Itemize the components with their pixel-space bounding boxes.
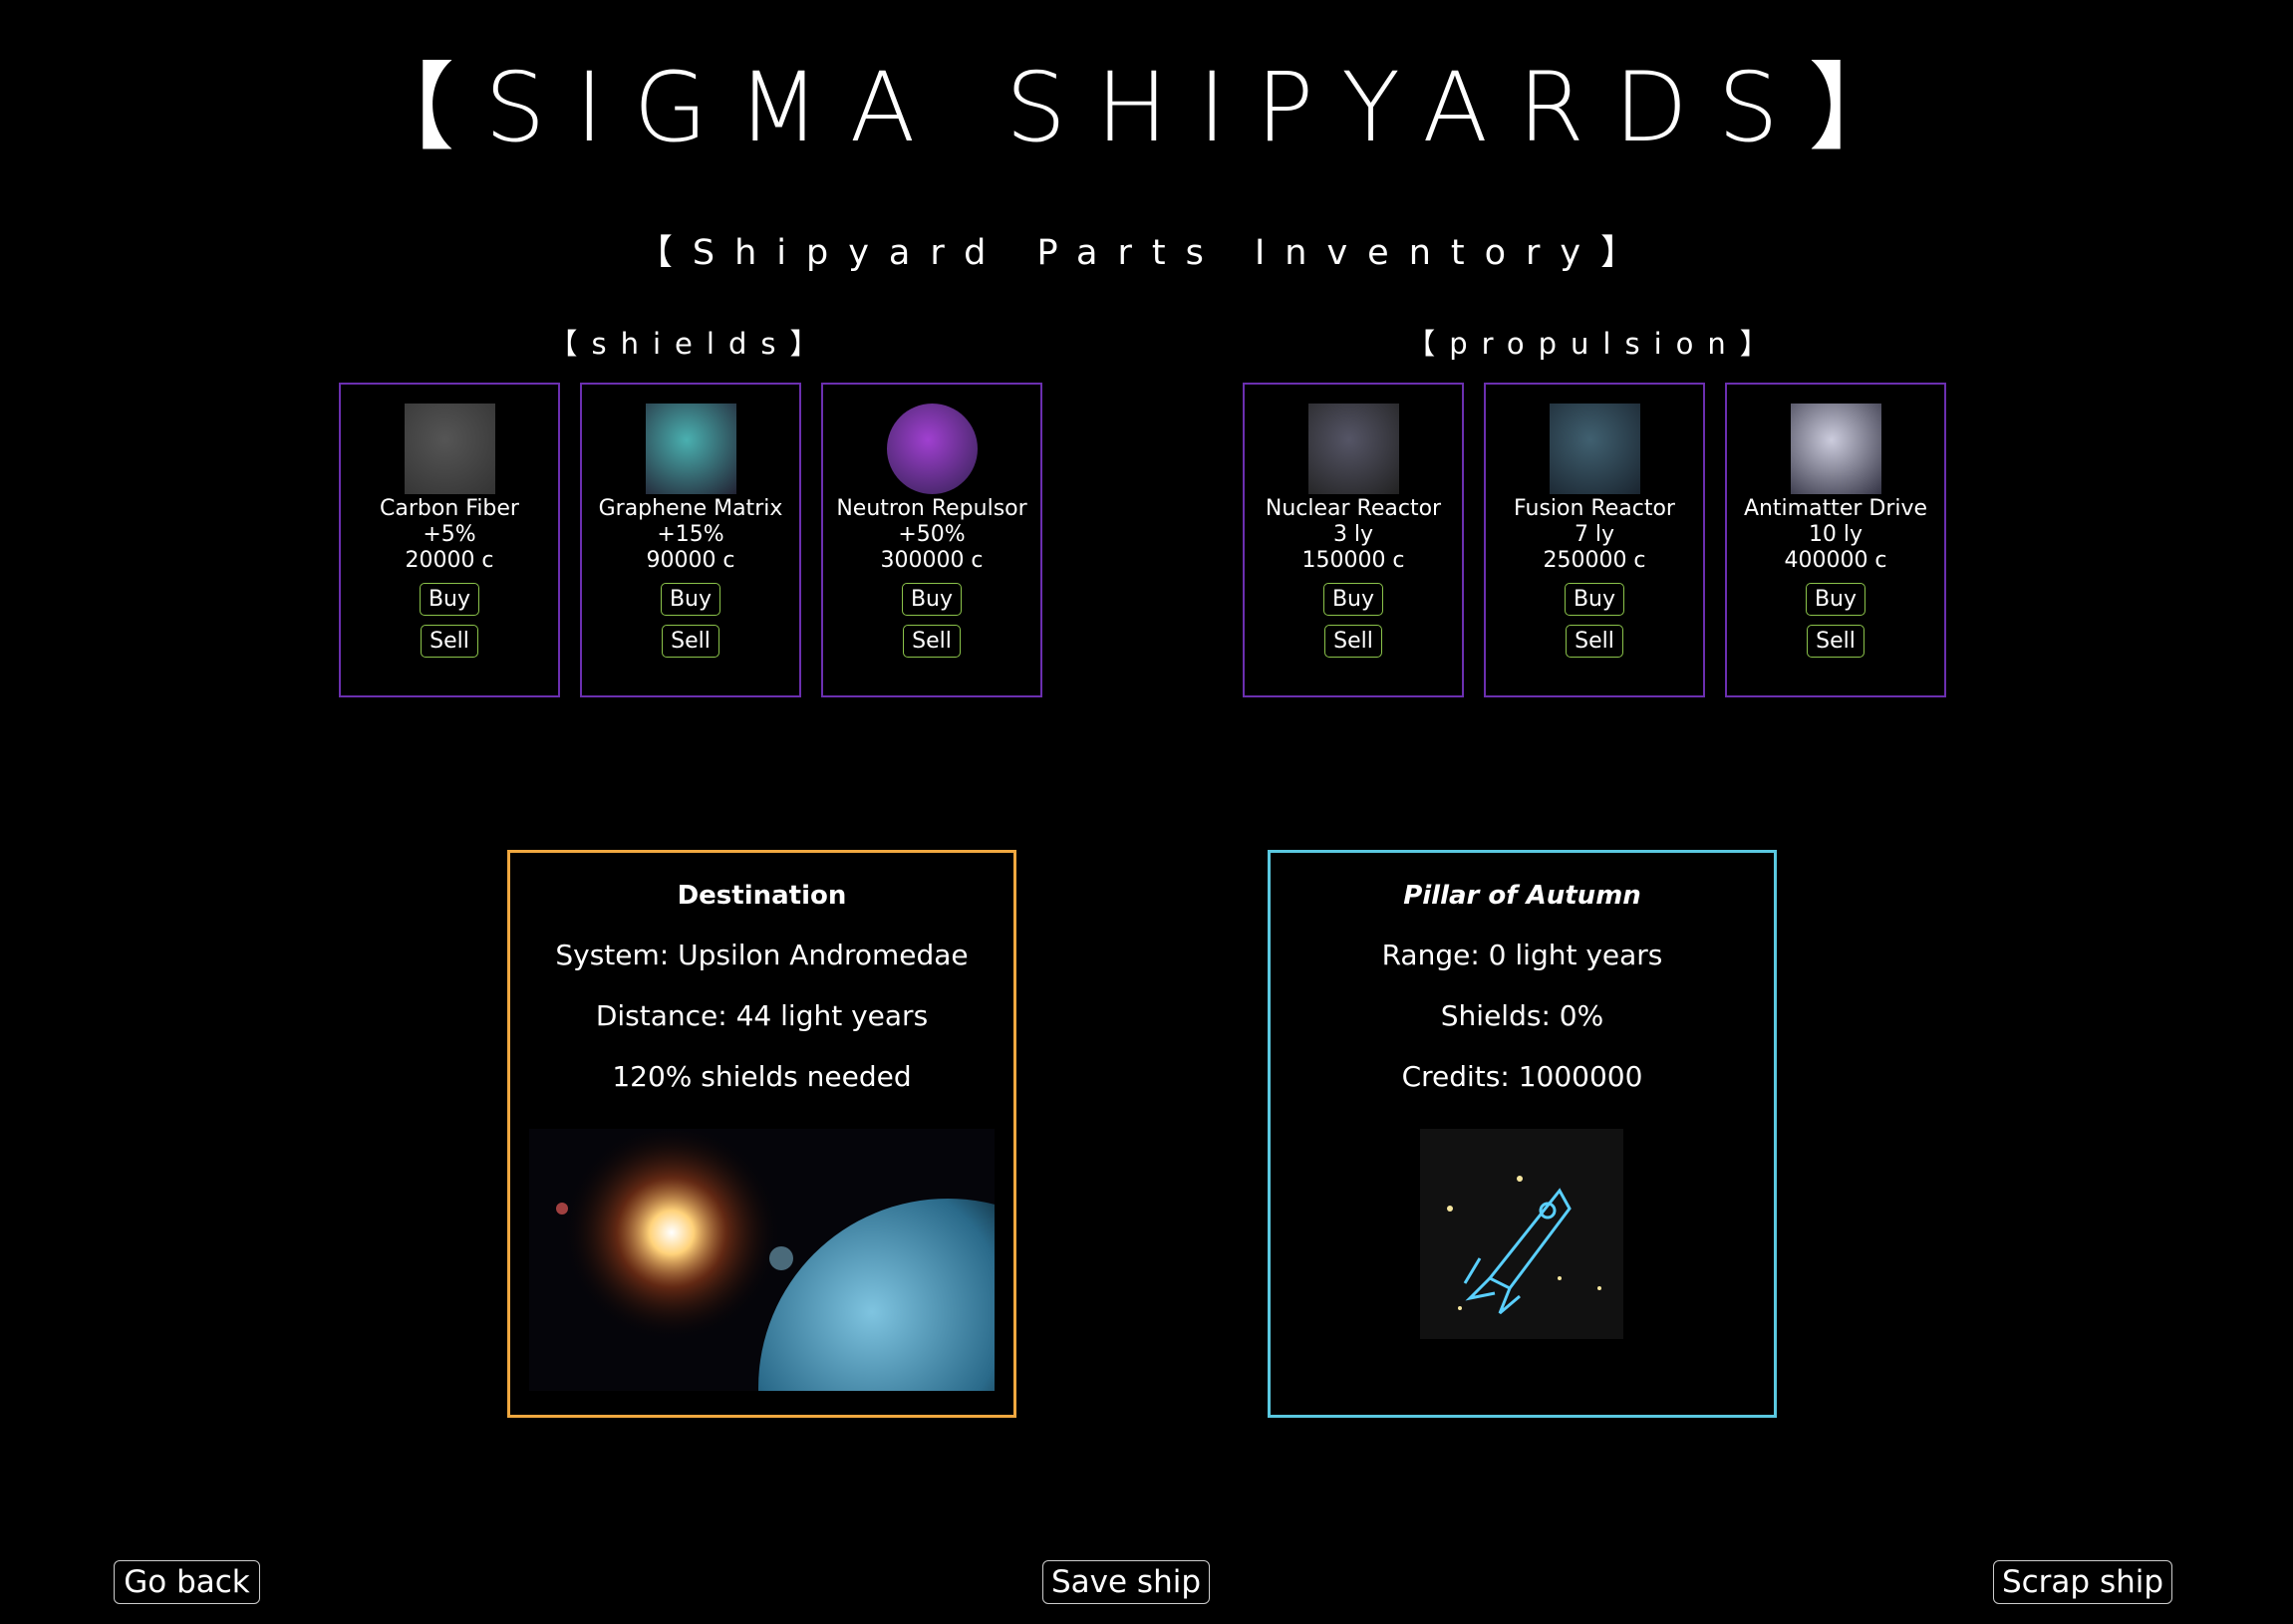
- buy-button[interactable]: Buy: [660, 583, 721, 616]
- row: Buy: [1727, 574, 1944, 616]
- part-card: Nuclear Reactor 3 ly 150000 c Buy Sell: [1243, 383, 1464, 697]
- section-label: 【propulsion】: [1406, 327, 1783, 361]
- sell-button[interactable]: Sell: [903, 625, 961, 658]
- part-price: 150000 c: [1301, 548, 1405, 573]
- part-card: Graphene Matrix +15% 90000 c Buy Sell: [580, 383, 801, 697]
- panel-title: Destination: [677, 881, 847, 911]
- destination-panel: Destination System: Upsilon Andromedae D…: [507, 850, 1016, 1418]
- part-name: Nuclear Reactor: [1265, 496, 1442, 521]
- panel-line: 120% shields needed: [612, 1060, 912, 1093]
- page-title: 【SIGMA SHIPYARDS】: [359, 52, 1934, 163]
- row: Buy: [1486, 574, 1703, 616]
- part-image: [1549, 404, 1640, 494]
- row: Sell: [1486, 616, 1703, 658]
- scrap-ship-button[interactable]: Scrap ship: [1993, 1560, 2172, 1604]
- panel-line: Credits: 1000000: [1401, 1060, 1643, 1093]
- row: Sell: [1245, 616, 1462, 658]
- row: Sell: [582, 616, 799, 658]
- row: Buy: [823, 574, 1040, 616]
- panel-line: Shields: 0%: [1440, 999, 1604, 1032]
- part-stat: 10 ly: [1808, 522, 1863, 547]
- part-stat: 7 ly: [1574, 522, 1615, 547]
- sell-button[interactable]: Sell: [1324, 625, 1382, 658]
- row: Sell: [341, 616, 558, 658]
- part-stat: 3 ly: [1332, 522, 1374, 547]
- panel-title: Pillar of Autumn: [1403, 881, 1641, 911]
- part-name: Antimatter Drive: [1743, 496, 1928, 521]
- row: Sell: [823, 616, 1040, 658]
- part-card: Antimatter Drive 10 ly 400000 c Buy Sell: [1725, 383, 1946, 697]
- part-image: [886, 404, 978, 494]
- part-stat: +15%: [657, 522, 724, 547]
- row: Buy: [582, 574, 799, 616]
- go-back-button[interactable]: Go back: [114, 1560, 260, 1604]
- buy-button[interactable]: Buy: [1322, 583, 1384, 616]
- panel-line: Distance: 44 light years: [595, 999, 929, 1032]
- save-ship-button[interactable]: Save ship: [1042, 1560, 1210, 1604]
- panel-line: System: Upsilon Andromedae: [555, 939, 969, 971]
- ship-panel: Pillar of Autumn Range: 0 light years Sh…: [1268, 850, 1777, 1418]
- part-name: Carbon Fiber: [380, 496, 519, 521]
- panel-line: Range: 0 light years: [1381, 939, 1663, 971]
- part-stat: +5%: [423, 522, 476, 547]
- planet-image: [529, 1129, 995, 1391]
- section-label: 【shields】: [548, 327, 833, 361]
- buy-button[interactable]: Buy: [901, 583, 963, 616]
- part-card: Neutron Repulsor +50% 300000 c Buy Sell: [821, 383, 1042, 697]
- part-price: 20000 c: [405, 548, 494, 573]
- part-price: 250000 c: [1543, 548, 1646, 573]
- sell-button[interactable]: Sell: [662, 625, 719, 658]
- part-name: Fusion Reactor: [1514, 496, 1675, 521]
- row: Buy: [1245, 574, 1462, 616]
- part-image: [645, 404, 736, 494]
- sell-button[interactable]: Sell: [1566, 625, 1623, 658]
- buy-button[interactable]: Buy: [1564, 583, 1625, 616]
- part-image: [1790, 404, 1881, 494]
- part-card: Carbon Fiber +5% 20000 c Buy Sell: [339, 383, 560, 697]
- row: Sell: [1727, 616, 1944, 658]
- row: Buy: [341, 574, 558, 616]
- part-price: 90000 c: [646, 548, 735, 573]
- subtitle: 【Shipyard Parts Inventory】: [637, 233, 1656, 273]
- part-stat: +50%: [898, 522, 966, 547]
- part-price: 300000 c: [880, 548, 984, 573]
- buy-button[interactable]: Buy: [419, 583, 480, 616]
- sell-button[interactable]: Sell: [421, 625, 478, 658]
- buy-button[interactable]: Buy: [1805, 583, 1866, 616]
- part-card: Fusion Reactor 7 ly 250000 c Buy Sell: [1484, 383, 1705, 697]
- part-price: 400000 c: [1784, 548, 1887, 573]
- part-name: Graphene Matrix: [598, 496, 783, 521]
- part-image: [1307, 404, 1399, 494]
- part-name: Neutron Repulsor: [836, 496, 1027, 521]
- ship-image: [1420, 1129, 1623, 1339]
- part-image: [404, 404, 495, 494]
- sell-button[interactable]: Sell: [1807, 625, 1864, 658]
